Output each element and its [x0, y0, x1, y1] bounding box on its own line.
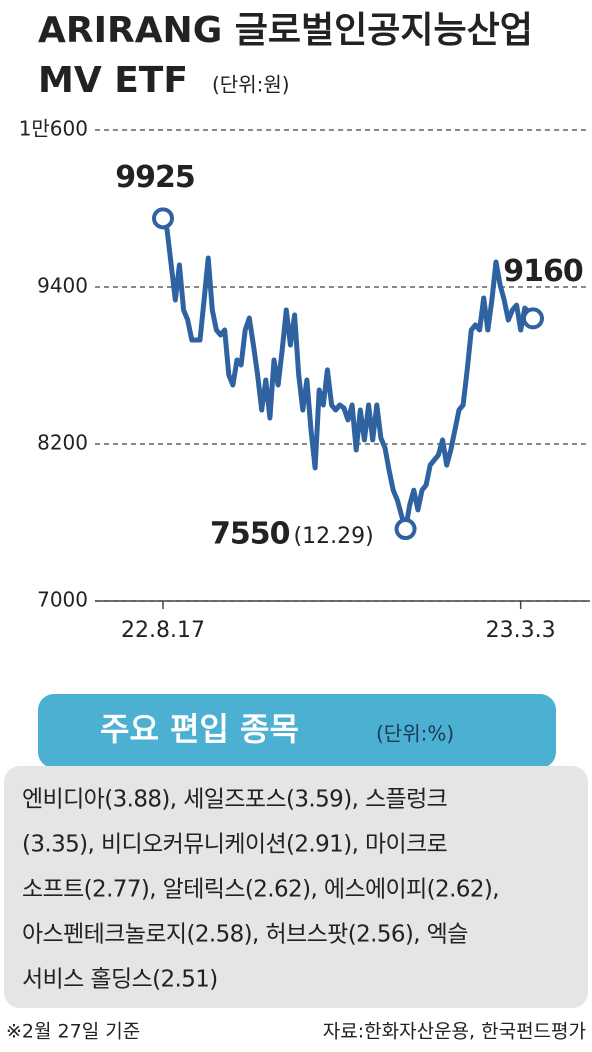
holdings-line: 소프트(2.77), 알테릭스(2.62), 에스에이피(2.62),: [22, 877, 499, 903]
min-annotation: (12.29): [294, 524, 374, 549]
holdings-line: 서비스 홀딩스(2.51): [22, 967, 218, 993]
note: ※2월 27일 기준: [6, 1021, 140, 1043]
marker: [522, 307, 544, 330]
data-label: 9925: [115, 160, 195, 195]
plot: 7000 8200 9400 1만600 22.8.17 23.3.3 9925 7550 (1…: [19, 117, 590, 643]
holdings-title: 주요 편입 종목: [100, 710, 299, 748]
y-tick-label: 9400: [37, 274, 88, 298]
holdings-line: 아스펜테크놀로지(2.58), 허브스팟(2.56), 엑슬: [22, 922, 468, 948]
title-line: ARIRANG 글로벌인공지능산업: [38, 10, 533, 51]
data-label: 9160: [503, 254, 583, 289]
unit: (단위:원): [212, 73, 290, 97]
title-line: MV ETF: [38, 60, 188, 101]
x-tick-label: 22.8.17: [121, 618, 205, 643]
x-tick-label: 23.3.3: [486, 618, 556, 643]
y-tick-label: 8200: [37, 431, 88, 455]
source: 자료:한화자산운용, 한국펀드평가: [323, 1021, 586, 1043]
holdings-header-box: [38, 694, 556, 768]
y-tick-label: 1만600: [19, 117, 88, 141]
holdings-unit: (단위:%): [376, 722, 454, 746]
holdings-line: 엔비디아(3.88), 세일즈포스(3.59), 스플렁크: [22, 787, 447, 813]
holdings-box: [4, 766, 588, 1008]
marker: [394, 518, 417, 541]
line: [160, 217, 536, 532]
y-tick-label: 7000: [37, 588, 88, 612]
data-label: 7550: [210, 517, 290, 552]
holdings-list: 엔비디아(3.88), 세일즈포스(3.59), 스플렁크 (3.35), 비디오…: [22, 787, 500, 993]
holdings-line: (3.35), 비디오커뮤니케이션(2.91), 마이크로: [22, 832, 447, 858]
marker: [152, 207, 174, 230]
